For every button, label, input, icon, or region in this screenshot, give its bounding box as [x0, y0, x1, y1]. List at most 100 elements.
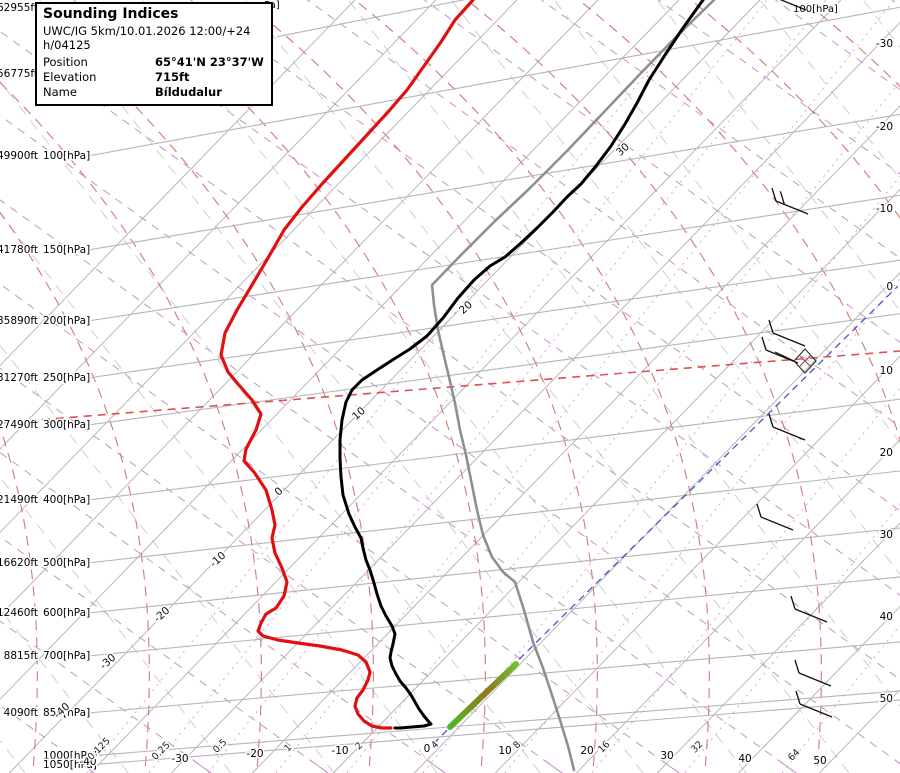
isotherm-line	[657, 522, 900, 773]
wind-barb-feather	[795, 690, 801, 705]
isobar-line	[87, 313, 900, 426]
left-axis-pressure-label: 300[hPa]	[43, 419, 90, 431]
magenta-dashed-line	[307, 0, 900, 428]
left-axis-altitude-label: 8815ft	[4, 650, 38, 662]
inplot-isotherm-label: -20	[152, 605, 173, 625]
left-axis-pressure-label: 700[hPa]	[43, 650, 90, 662]
moist-adiabat-line	[690, 0, 900, 219]
wind-barb	[771, 187, 809, 215]
moist-adiabat-line	[578, 0, 900, 442]
inplot-isotherm-label: 0	[272, 485, 285, 498]
field-value-position: 65°41'N 23°37'W	[155, 55, 264, 69]
sounding-curves	[219, 0, 716, 772]
field-label-position: Position	[43, 55, 88, 69]
left-axis-altitude-label: 56775ft	[0, 68, 38, 80]
model-run-line: UWC/IG 5km/10.01.2026 12:00/+24 h/04125	[43, 24, 251, 52]
wind-barb-shaft	[772, 332, 806, 347]
left-axis-pressure-label: 100[hPa]	[43, 150, 90, 162]
isobar-line	[276, 0, 466, 38]
inplot-isotherm-label: 30	[614, 141, 632, 159]
right-axis-temp-label: -10	[876, 203, 893, 215]
inplot-isotherm-label: 20	[457, 299, 475, 317]
wind-barb	[795, 690, 833, 718]
right-axis-temp-label: 40	[880, 611, 893, 623]
isobar-line	[87, 113, 900, 251]
bottom-axis-temp-label: 10	[498, 745, 511, 757]
magenta-dashed-line	[73, 0, 900, 596]
diamond-outline	[793, 348, 817, 374]
moist-adiabat-line	[862, 0, 900, 773]
isobar-line	[87, 194, 900, 322]
left-axis-altitude-label: 4090ft	[4, 707, 38, 719]
magenta-dashed-line	[0, 199, 797, 773]
top-right-pressure-label: 100[hPa]	[793, 4, 838, 15]
mixing-ratio-label: 1	[282, 742, 294, 754]
wind-barb-feather	[771, 187, 777, 202]
right-axis-temp-label: 50	[880, 693, 893, 705]
dry-adiabat-line	[553, 0, 900, 444]
magenta-dashed-line	[0, 283, 680, 773]
green-surface-segment	[447, 661, 519, 730]
isotherm-line	[333, 188, 900, 773]
wind-barbs	[756, 0, 833, 718]
sounding-info-box: Sounding Indices UWC/IG 5km/10.01.2026 1…	[35, 2, 273, 106]
wind-barb	[768, 319, 806, 347]
bottom-axis-temp-label: 0	[424, 743, 431, 755]
inplot-isotherm-label: -10	[208, 550, 229, 570]
isobar-line	[87, 527, 900, 614]
mixing-ratio-label: 32	[689, 739, 705, 755]
wind-barb-shaft	[779, 0, 807, 11]
field-value-name: Bíldudalur	[155, 85, 222, 99]
dry-adiabat-line	[0, 80, 541, 773]
wind-barb-feather	[761, 336, 767, 351]
magenta-dashed-line	[658, 0, 900, 175]
isotherm-line	[0, 0, 518, 534]
bottom-axis-temp-label: -20	[246, 748, 263, 760]
bottom-axis-temp-label: 20	[580, 745, 593, 757]
bottom-axis-temp-label: 30	[660, 750, 673, 762]
wind-barb-feather	[768, 319, 774, 334]
isotherm-line	[9, 0, 761, 773]
left-axis-altitude-label: 12460ft	[0, 607, 38, 619]
left-axis-pressure-label: 200[hPa]	[43, 315, 90, 327]
isobar-line	[87, 398, 900, 501]
mixing-ratio-label: 16	[596, 739, 612, 755]
bottom-axis-temp-label: -30	[171, 753, 188, 765]
gray-parcel-curve	[430, 0, 716, 772]
left-axis-altitude-label: 16620ft	[0, 557, 38, 569]
mixing-ratio-line	[591, 387, 900, 773]
left-axis-altitude-label: 35890ft	[0, 315, 38, 327]
wind-barb	[790, 595, 828, 623]
moist-adiabat-line	[0, 211, 150, 773]
mixing-ratio-line	[422, 175, 900, 773]
left-axis-altitude-label: 49900ft	[0, 150, 38, 162]
isobar-line	[87, 690, 900, 757]
left-axis-pressure-label: 1050[hPa]	[43, 759, 97, 771]
right-axis-temp-label: -30	[876, 38, 893, 50]
field-value-elevation: 715ft	[155, 70, 190, 84]
isotherm-line	[0, 0, 680, 700]
field-label-elevation: Elevation	[43, 70, 97, 84]
left-axis-altitude-label: 62955ft	[0, 2, 38, 14]
left-axis-pressure-label: 150[hPa]	[43, 244, 90, 256]
bottom-axis-temp-label: 50	[813, 755, 826, 767]
wind-barb-feather	[756, 503, 762, 518]
diamond-shaft	[774, 351, 795, 362]
wind-barb-shaft	[798, 672, 832, 687]
magenta-dashed-line	[190, 0, 900, 512]
moist-adiabat-line	[130, 0, 486, 773]
mixing-ratio-label: 0.5	[211, 737, 229, 755]
isobar-line	[87, 6, 900, 157]
wind-barb	[756, 503, 794, 531]
mixing-ratio-label: 64	[786, 747, 802, 763]
wind-barb-shaft	[799, 703, 833, 718]
bottom-axis-temp-label: 40	[738, 753, 751, 765]
mixing-ratio-line	[781, 624, 900, 773]
bottom-axis-temp-label: -10	[331, 745, 348, 757]
mixing-ratio-line	[684, 503, 900, 773]
isobar-line	[87, 470, 900, 564]
